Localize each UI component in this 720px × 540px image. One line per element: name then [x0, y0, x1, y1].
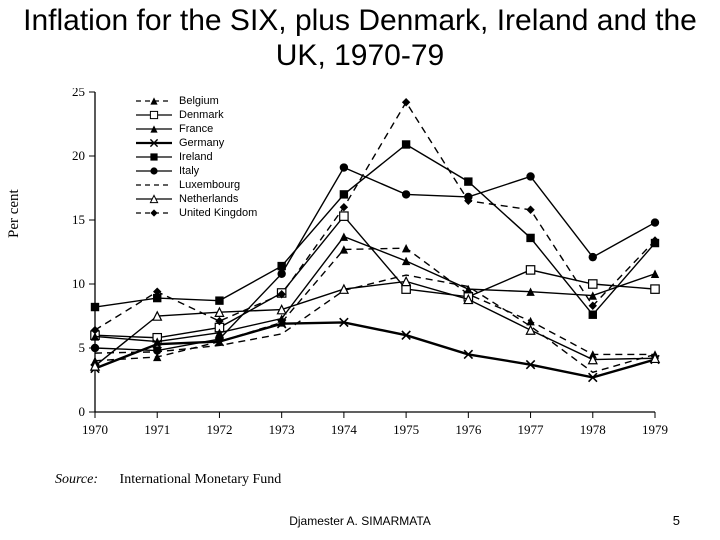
legend-label: France: [179, 123, 213, 135]
legend-item: Ireland: [135, 150, 257, 164]
svg-text:1972: 1972: [206, 422, 232, 437]
line-chart: 0 5 10 15 20 25 1970 1971 1972 1973 1974 1975 1976 19…: [35, 88, 675, 468]
legend-item: Belgium: [135, 94, 257, 108]
svg-text:1978: 1978: [580, 422, 606, 437]
svg-text:25: 25: [72, 88, 85, 99]
legend-item: France: [135, 122, 257, 136]
legend-item: Luxembourg: [135, 178, 257, 192]
series-luxembourg: [95, 275, 655, 372]
footer-author: Djamester A. SIMARMATA: [0, 514, 720, 528]
svg-text:1973: 1973: [269, 422, 295, 437]
svg-text:1974: 1974: [331, 422, 358, 437]
footer-page: 5: [673, 513, 680, 528]
svg-text:1976: 1976: [455, 422, 482, 437]
svg-text:0: 0: [79, 404, 86, 419]
legend-label: Luxembourg: [179, 179, 240, 191]
svg-text:10: 10: [72, 276, 85, 291]
legend: Belgium Denmark France Germany Ireland Italy L…: [135, 94, 257, 220]
legend-label: Netherlands: [179, 193, 238, 205]
legend-label: Germany: [179, 137, 224, 149]
legend-label: Ireland: [179, 151, 213, 163]
legend-item: Italy: [135, 164, 257, 178]
svg-text:20: 20: [72, 148, 85, 163]
y-axis-label: Per cent: [6, 189, 23, 238]
svg-text:1971: 1971: [144, 422, 170, 437]
legend-item: United Kingdom: [135, 206, 257, 220]
legend-label: Belgium: [179, 95, 219, 107]
slide-title: Inflation for the SIX, plus Denmark, Ire…: [0, 4, 720, 73]
svg-text:1979: 1979: [642, 422, 668, 437]
legend-label: United Kingdom: [179, 207, 257, 219]
source-line: Source: International Monetary Fund: [55, 472, 281, 488]
slide: Inflation for the SIX, plus Denmark, Ire…: [0, 0, 720, 540]
svg-text:1977: 1977: [518, 422, 545, 437]
source-label: Source:: [55, 472, 98, 487]
svg-text:5: 5: [79, 340, 86, 355]
legend-item: Denmark: [135, 108, 257, 122]
legend-item: Netherlands: [135, 192, 257, 206]
source-value: International Monetary Fund: [120, 472, 282, 487]
svg-text:1975: 1975: [393, 422, 419, 437]
legend-label: Italy: [179, 165, 199, 177]
svg-text:1970: 1970: [82, 422, 108, 437]
legend-label: Denmark: [179, 109, 224, 121]
chart-container: 0 5 10 15 20 25 1970 1971 1972 1973 1974 1975 1976 19…: [35, 88, 675, 468]
svg-text:15: 15: [72, 212, 85, 227]
legend-item: Germany: [135, 136, 257, 150]
